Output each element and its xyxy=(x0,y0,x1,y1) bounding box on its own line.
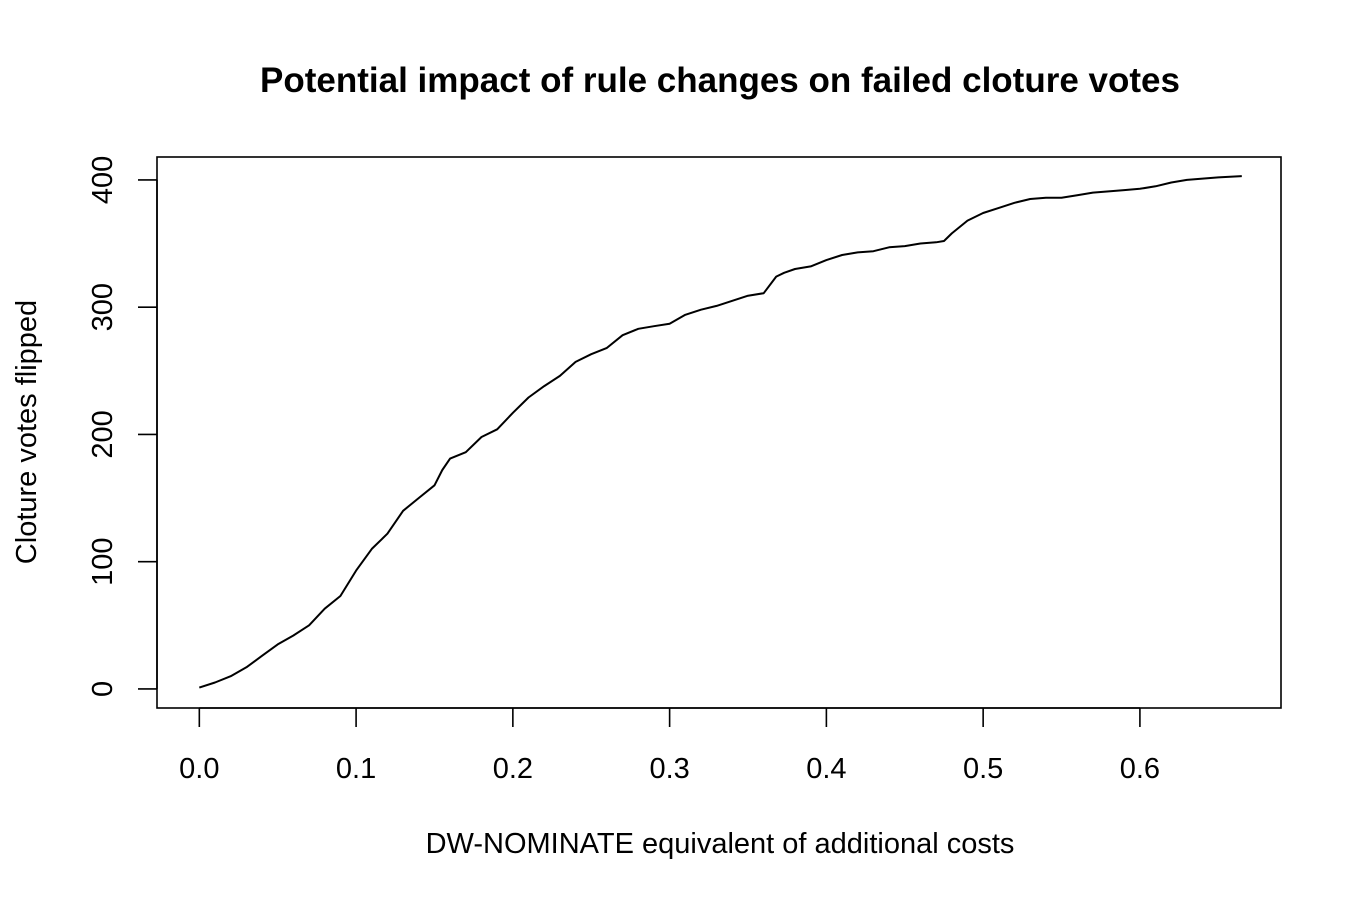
x-tick-label: 0.6 xyxy=(1120,753,1160,785)
x-tick-label: 0.2 xyxy=(493,753,533,785)
x-tick-label: 0.4 xyxy=(806,753,846,785)
y-tick-label: 200 xyxy=(87,410,119,458)
series-line-0 xyxy=(198,175,1242,689)
y-tick-label: 300 xyxy=(87,283,119,331)
x-axis: 0.0 0.1 0.2 0.3 0.4 0.5 0.6 xyxy=(179,707,1160,785)
y-axis-label: Cloture votes flipped xyxy=(11,300,43,564)
x-tick-label: 0.3 xyxy=(649,753,689,785)
y-axis: 0 100 200 300 400 xyxy=(87,156,158,697)
x-axis-label: DW-NOMINATE equivalent of additional cos… xyxy=(426,828,1015,860)
x-tick-label: 0.5 xyxy=(963,753,1003,785)
y-tick-label: 400 xyxy=(87,156,119,204)
x-tick-label: 0.1 xyxy=(336,753,376,785)
chart-title: Potential impact of rule changes on fail… xyxy=(260,61,1180,100)
x-tick-label: 0.0 xyxy=(179,753,219,785)
y-tick-label: 100 xyxy=(87,537,119,585)
plot-frame xyxy=(156,156,1282,709)
series-layer xyxy=(198,175,1242,689)
y-tick-label: 0 xyxy=(87,681,119,697)
